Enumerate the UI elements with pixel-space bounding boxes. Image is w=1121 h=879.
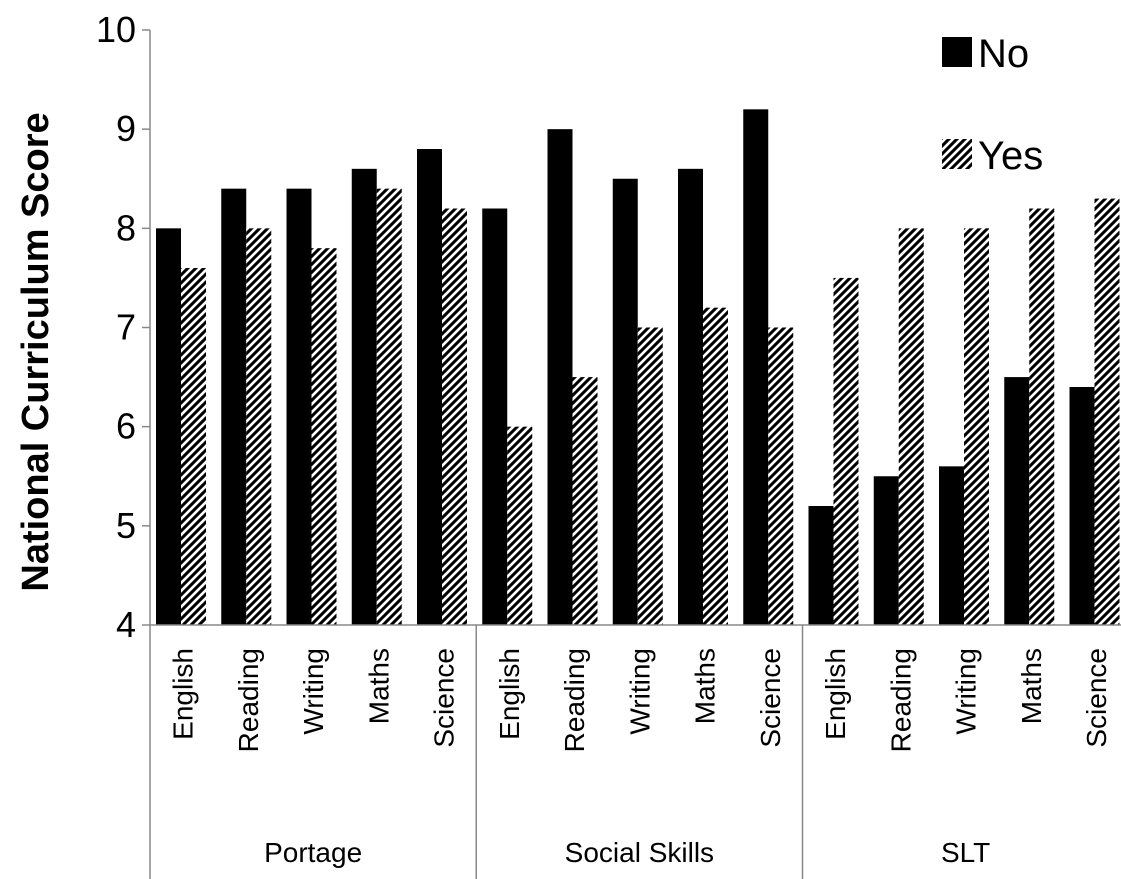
bar-yes-portage-science: [442, 208, 467, 625]
y-tick-label: 8: [116, 207, 136, 248]
bar-yes-social-skills-english: [507, 426, 533, 625]
x-category-label: English: [820, 648, 851, 740]
bar-yes-portage-maths: [376, 188, 402, 625]
legend-label-no: No: [978, 32, 1029, 76]
bar-yes-portage-english: [181, 268, 206, 625]
legend: No Yes: [942, 32, 1043, 178]
x-category-label: English: [494, 648, 525, 740]
legend-swatch-no: [942, 37, 972, 67]
x-category-label: Reading: [559, 648, 590, 752]
bar-yes-slt-reading: [898, 228, 924, 626]
y-tick-label: 7: [116, 307, 136, 348]
bar-yes-social-skills-reading: [572, 377, 598, 625]
x-category-label: Writing: [951, 648, 982, 735]
x-axis: English Reading Writing Maths Science Portage…: [149, 624, 1121, 879]
y-tick-label: 9: [116, 108, 136, 149]
bar-yes-slt-maths: [1029, 208, 1055, 625]
bar-no-portage-science: [417, 149, 442, 625]
bar-yes-social-skills-maths: [703, 307, 728, 625]
x-category-label: Reading: [233, 648, 264, 752]
y-tick-label: 5: [116, 505, 136, 546]
bar-no-slt-writing: [939, 466, 964, 625]
bar-yes-slt-english: [833, 277, 859, 625]
bar-no-social-skills-reading: [547, 129, 573, 625]
x-category-label: Maths: [1016, 648, 1047, 724]
x-category-label: Science: [1081, 648, 1112, 748]
bar-no-social-skills-maths: [678, 168, 703, 626]
x-category-label: Science: [429, 648, 460, 748]
bar-no-slt-reading: [873, 476, 899, 625]
y-axis: 4 5 6 7 8 9 10: [96, 9, 151, 645]
y-axis-title: National Curriculum Score: [15, 112, 57, 591]
bar-no-portage-english: [156, 228, 181, 626]
x-category-label: Writing: [624, 648, 655, 735]
bar-yes-slt-science: [1094, 198, 1120, 626]
y-tick-label: 6: [116, 406, 136, 447]
x-category-label: Writing: [298, 648, 329, 735]
x-group-label: SLT: [941, 837, 990, 868]
bar-no-social-skills-writing: [612, 178, 638, 625]
bar-yes-slt-writing: [964, 228, 989, 626]
bar-no-portage-maths: [351, 168, 377, 626]
x-category-label: Maths: [363, 648, 394, 724]
bars: [156, 109, 1120, 626]
x-group-label: Portage: [264, 837, 362, 868]
bar-no-portage-writing: [286, 188, 312, 625]
bar-yes-social-skills-science: [768, 327, 794, 625]
legend-label-yes: Yes: [978, 134, 1043, 178]
bar-no-portage-reading: [221, 188, 247, 625]
x-category-label: Science: [755, 648, 786, 748]
x-category-label: Reading: [885, 648, 916, 752]
bar-yes-social-skills-writing: [637, 327, 663, 625]
bar-no-slt-maths: [1004, 377, 1030, 625]
legend-swatch-yes: [942, 139, 972, 169]
bar-no-slt-english: [808, 506, 834, 625]
x-category-label: English: [168, 648, 199, 740]
y-tick-label: 4: [116, 604, 136, 645]
y-tick-label: 10: [96, 9, 136, 50]
bar-no-slt-science: [1069, 387, 1095, 625]
x-group-label: Social Skills: [565, 837, 714, 868]
x-category-label: Maths: [690, 648, 721, 724]
bar-no-social-skills-english: [482, 208, 508, 625]
bar-yes-portage-reading: [246, 228, 272, 626]
bar-yes-portage-writing: [311, 248, 337, 625]
bar-no-social-skills-science: [743, 109, 769, 626]
